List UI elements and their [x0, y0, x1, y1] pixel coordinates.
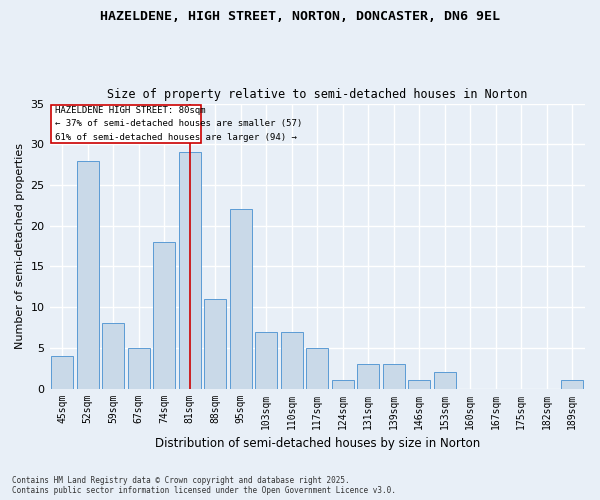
- Bar: [562, 380, 583, 388]
- Text: HAZELDENE, HIGH STREET, NORTON, DONCASTER, DN6 9EL: HAZELDENE, HIGH STREET, NORTON, DONCASTE…: [100, 10, 500, 23]
- Bar: [179, 152, 200, 388]
- Text: Contains HM Land Registry data © Crown copyright and database right 2025.
Contai: Contains HM Land Registry data © Crown c…: [12, 476, 396, 495]
- Bar: [256, 332, 277, 388]
- Bar: [383, 364, 404, 388]
- Text: HAZELDENE HIGH STREET: 80sqm
← 37% of semi-detached houses are smaller (57)
61% : HAZELDENE HIGH STREET: 80sqm ← 37% of se…: [55, 106, 302, 142]
- Bar: [434, 372, 455, 388]
- Bar: [103, 324, 124, 388]
- Bar: [51, 105, 201, 142]
- Bar: [77, 160, 98, 388]
- Bar: [307, 348, 328, 389]
- Y-axis label: Number of semi-detached properties: Number of semi-detached properties: [15, 143, 25, 349]
- Bar: [332, 380, 353, 388]
- Bar: [409, 380, 430, 388]
- Bar: [128, 348, 149, 389]
- Bar: [358, 364, 379, 388]
- Bar: [154, 242, 175, 388]
- X-axis label: Distribution of semi-detached houses by size in Norton: Distribution of semi-detached houses by …: [155, 437, 480, 450]
- Bar: [230, 210, 251, 388]
- Title: Size of property relative to semi-detached houses in Norton: Size of property relative to semi-detach…: [107, 88, 527, 101]
- Bar: [52, 356, 73, 388]
- Bar: [281, 332, 302, 388]
- Bar: [205, 299, 226, 388]
